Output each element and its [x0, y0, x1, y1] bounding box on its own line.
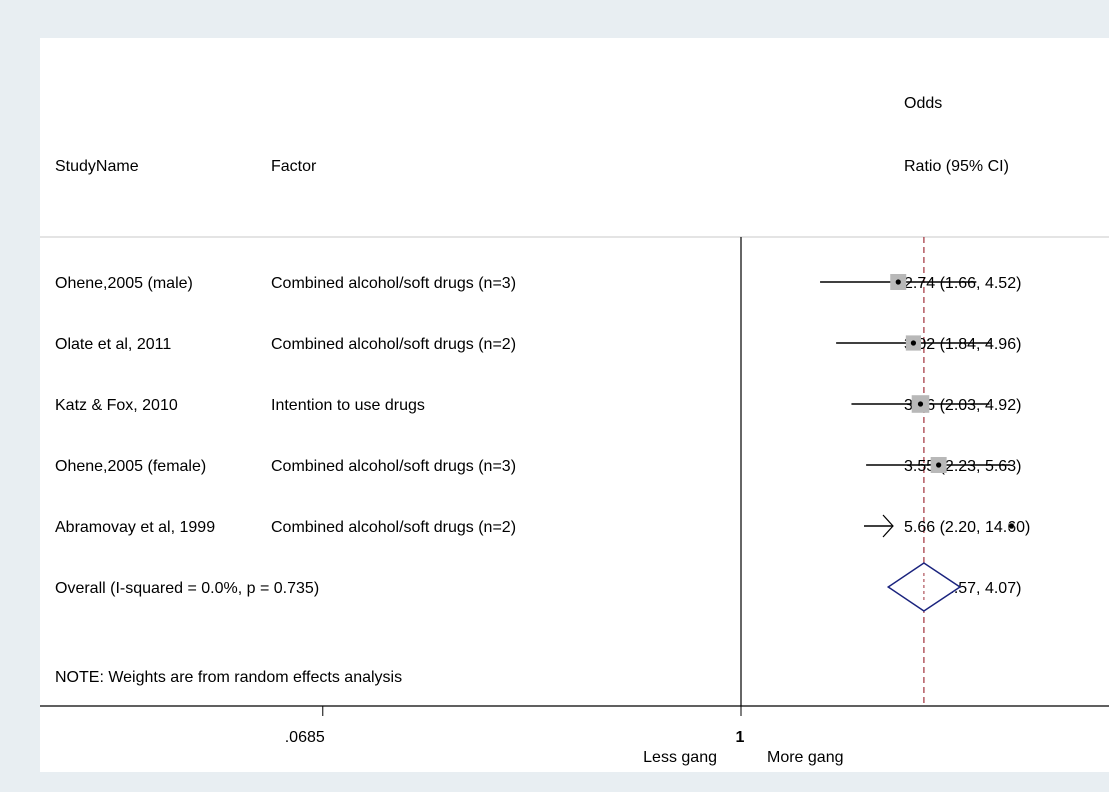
study-factor-label: Combined alcohol/soft drugs (n=3)	[271, 458, 516, 475]
study-point-estimate	[1008, 523, 1015, 529]
study-point-estimate	[910, 340, 917, 346]
header-factor: Factor	[271, 158, 317, 175]
study-or-ci-label: 2.74 (1.66, 4.52)	[904, 275, 1021, 292]
study-name-label: Ohene,2005 (female)	[55, 458, 206, 475]
study-name-label: Olate et al, 2011	[55, 336, 171, 353]
study-factor-label: Combined alcohol/soft drugs (n=2)	[271, 336, 516, 353]
study-point-estimate	[936, 462, 942, 468]
header-ratio-ci: Ratio (95% CI)	[904, 158, 1009, 175]
ci-truncation-arrow	[882, 514, 894, 538]
study-factor-label: Combined alcohol/soft drugs (n=3)	[271, 275, 516, 292]
study-factor-label: Intention to use drugs	[271, 397, 425, 414]
x-left-label: Less gang	[643, 749, 717, 766]
study-or-ci-label: 3.55 (2.23, 5.63)	[904, 458, 1021, 475]
header-odds: Odds	[904, 95, 942, 112]
x-tick-label: .0685	[285, 729, 325, 746]
x-right-label: More gang	[767, 749, 844, 766]
header-study-name: StudyName	[55, 158, 139, 175]
study-name-label: Katz & Fox, 2010	[55, 397, 178, 414]
x-tick-label: 1	[736, 729, 745, 746]
study-name-label: Abramovay et al, 1999	[55, 519, 215, 536]
study-name-label: Ohene,2005 (male)	[55, 275, 193, 292]
study-factor-label: Combined alcohol/soft drugs (n=2)	[271, 519, 516, 536]
study-point-estimate	[895, 279, 901, 285]
study-or-ci-label: 3.02 (1.84, 4.96)	[904, 336, 1021, 353]
study-point-estimate	[917, 401, 924, 407]
weights-note: NOTE: Weights are from random effects an…	[55, 669, 402, 686]
study-or-ci-label: 5.66 (2.20, 14.60)	[904, 519, 1030, 536]
study-or-ci-label: 3.16 (2.03, 4.92)	[904, 397, 1021, 414]
overall-label: Overall (I-squared = 0.0%, p = 0.735)	[55, 580, 319, 597]
plot-panel	[40, 38, 1109, 772]
chart-marks: Ohene,2005 (male) Combined alcohol/soft d…	[40, 237, 1109, 746]
